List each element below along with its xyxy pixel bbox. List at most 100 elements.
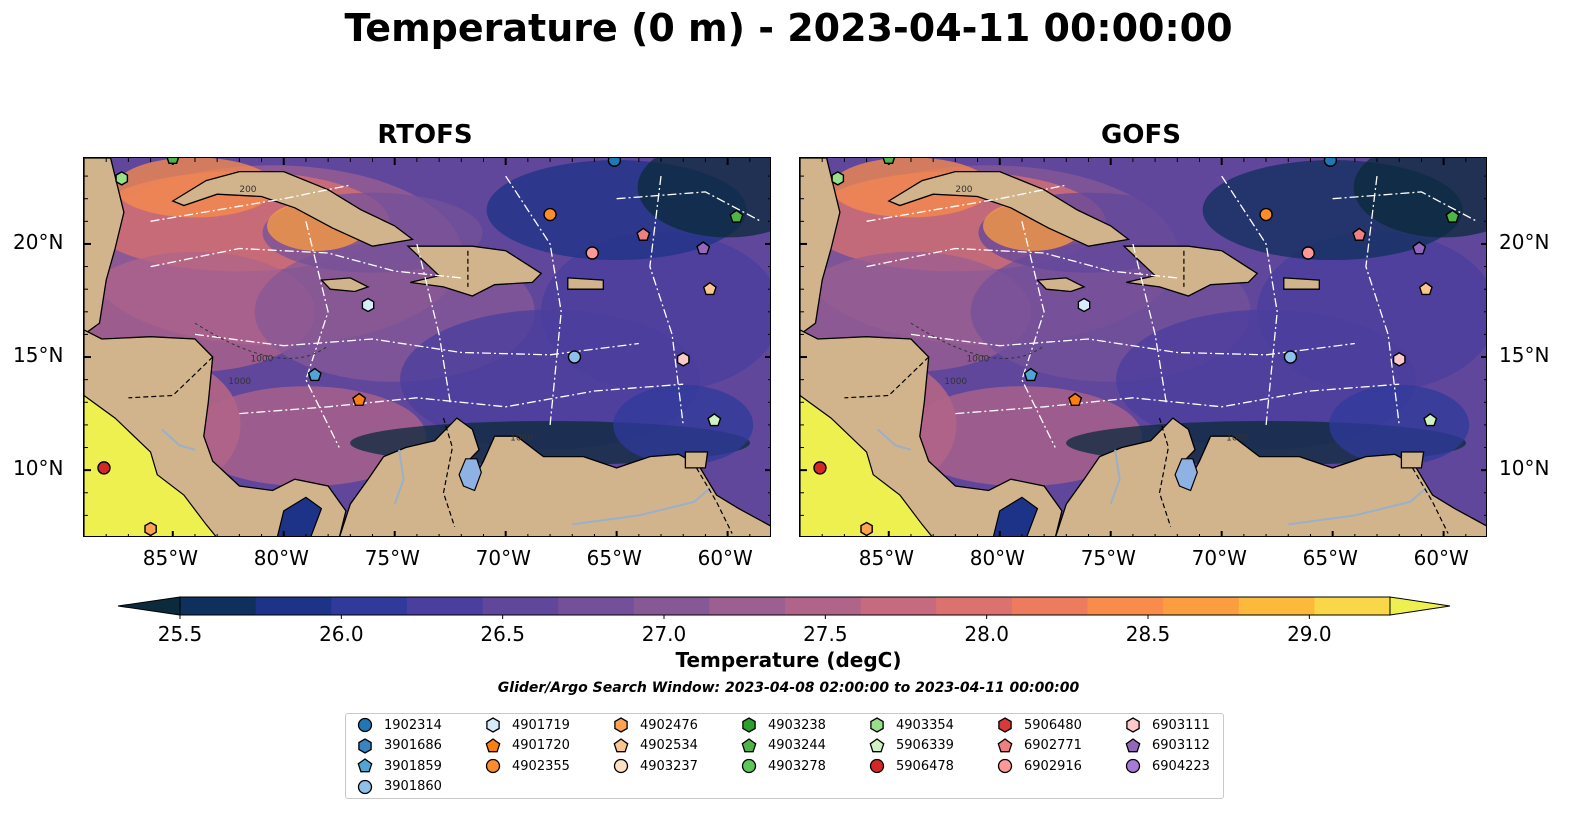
land-trinidad	[1400, 451, 1425, 469]
colorbar-segment	[1087, 597, 1164, 615]
colorbar-segment	[1163, 597, 1240, 615]
float-marker-6903111[interactable]	[1392, 351, 1406, 367]
float-marker-4903244[interactable]	[882, 158, 896, 164]
float-marker-4901720[interactable]	[1068, 392, 1083, 406]
lon-tick-label: 70°W	[1191, 546, 1247, 570]
float-marker-4901719[interactable]	[1077, 297, 1091, 313]
colorbar-tick-label: 27.0	[641, 622, 687, 646]
float-marker-1902314[interactable]	[607, 158, 622, 167]
colorbar-extend-max	[1389, 596, 1451, 616]
map-gofs[interactable]: 1000 1000 200 1000	[799, 157, 1487, 537]
float-legend: 1902314 3901686 3901859 3901860 4901719 49017…	[345, 713, 1224, 799]
circle-marker-icon	[357, 779, 373, 794]
legend-label: 5906478	[896, 758, 954, 774]
land-trinidad	[684, 451, 709, 469]
lon-tick-label: 85°W	[142, 546, 198, 570]
lon-tick-label: 80°W	[253, 546, 309, 570]
float-marker-5906339[interactable]	[1423, 413, 1438, 427]
float-marker-4901719[interactable]	[361, 297, 375, 313]
lon-tick-label: 85°W	[858, 546, 914, 570]
float-marker-4903354[interactable]	[115, 171, 129, 186]
float-marker-5906478[interactable]	[97, 461, 111, 475]
float-marker-6903111[interactable]	[676, 351, 690, 367]
float-marker-4902534[interactable]	[702, 281, 717, 296]
legend-item-6902771: 6902771	[996, 736, 1082, 756]
colorbar-tick-label: 28.5	[1125, 622, 1171, 646]
pentagon-marker-icon	[1125, 737, 1141, 752]
lat-tick-label-right: 10°N	[1499, 456, 1550, 481]
legend-item-4903238: 4903238	[740, 715, 826, 735]
map-rtofs-canvas: 1000 1000 200 1000	[84, 158, 770, 536]
float-marker-4902476[interactable]	[860, 521, 873, 536]
colorbar-segment	[633, 597, 710, 615]
colorbar-tick-label: 29.0	[1287, 622, 1332, 646]
float-marker-4902355[interactable]	[543, 207, 557, 222]
float-marker-5906339[interactable]	[707, 413, 722, 427]
hexagon-marker-icon	[614, 717, 628, 733]
legend-item-3901860: 3901860	[356, 777, 442, 797]
pentagon-marker-icon	[869, 737, 885, 752]
legend-item-4902355: 4902355	[484, 756, 570, 776]
float-marker-3901859[interactable]	[307, 367, 322, 382]
float-marker-4903354[interactable]	[831, 171, 845, 186]
legend-label: 5906480	[1024, 717, 1082, 733]
float-marker-6902771[interactable]	[1352, 227, 1367, 241]
map-rtofs[interactable]: 1000 1000 200 1000	[83, 157, 771, 537]
legend-item-1902314: 1902314	[356, 715, 442, 735]
float-marker-6902916[interactable]	[585, 246, 599, 260]
legend-label: 4903278	[768, 758, 826, 774]
contour-label: 200	[955, 185, 972, 195]
colorbar	[117, 596, 1451, 619]
lat-tick-label-left: 10°N	[13, 456, 64, 481]
float-marker-6902771[interactable]	[636, 227, 651, 241]
legend-label: 4901719	[512, 717, 570, 733]
lat-tick-label-right: 15°N	[1499, 343, 1550, 368]
legend-item-3901686: 3901686	[356, 736, 442, 756]
legend-label: 6903112	[1152, 738, 1210, 753]
float-marker-4902476[interactable]	[144, 521, 157, 536]
float-marker-4903244[interactable]	[1445, 209, 1460, 223]
circle-marker-icon	[613, 758, 629, 774]
colorbar-segment	[406, 597, 483, 615]
lon-tick-label: 75°W	[364, 546, 420, 570]
lat-tick-label-left: 20°N	[13, 229, 64, 254]
float-marker-5906478[interactable]	[813, 461, 827, 475]
lake-maracaibo	[458, 458, 482, 492]
float-marker-4901720[interactable]	[352, 392, 367, 406]
float-marker-3901860[interactable]	[1283, 350, 1298, 364]
land-cuba	[171, 170, 415, 247]
contour-label: 1000	[228, 377, 251, 387]
float-marker-1902314[interactable]	[1323, 158, 1338, 167]
float-marker-3901859[interactable]	[1023, 367, 1038, 382]
land-hispaniola	[406, 245, 543, 297]
lon-tick-label: 80°W	[969, 546, 1025, 570]
search-window-text: Glider/Argo Search Window: 2023-04-08 02…	[497, 680, 1080, 696]
panel-title-gofs: GOFS	[1101, 120, 1181, 150]
legend-item-6903111: 6903111	[1124, 715, 1210, 735]
legend-item-3901859: 3901859	[356, 756, 442, 776]
colorbar-extend-min	[117, 596, 181, 616]
hexagon-marker-icon	[742, 717, 756, 733]
circle-marker-icon	[357, 717, 373, 733]
pentagon-marker-icon	[485, 737, 501, 752]
panel-title-rtofs: RTOFS	[377, 120, 473, 150]
float-marker-6903112[interactable]	[696, 241, 711, 255]
float-marker-4903244[interactable]	[729, 209, 744, 223]
float-marker-4902355[interactable]	[1259, 207, 1273, 222]
float-marker-4903244[interactable]	[166, 158, 180, 164]
float-marker-4902534[interactable]	[1418, 281, 1433, 296]
float-marker-6902916[interactable]	[1301, 246, 1315, 260]
legend-item-4901720: 4901720	[484, 736, 570, 756]
land-jamaica	[1036, 277, 1086, 293]
float-marker-6903112[interactable]	[1412, 241, 1427, 255]
colorbar-label: Temperature (degC)	[675, 648, 902, 672]
legend-label: 6904223	[1152, 758, 1210, 774]
colorbar-segment	[1314, 597, 1391, 615]
legend-label: 6903111	[1152, 717, 1210, 733]
legend-item-4901719: 4901719	[484, 715, 570, 735]
colorbar-segment	[1238, 597, 1315, 615]
float-marker-3901860[interactable]	[567, 350, 582, 364]
legend-label: 3901860	[384, 779, 442, 794]
colorbar-segment	[709, 597, 786, 615]
lake-maracaibo	[1174, 458, 1198, 492]
